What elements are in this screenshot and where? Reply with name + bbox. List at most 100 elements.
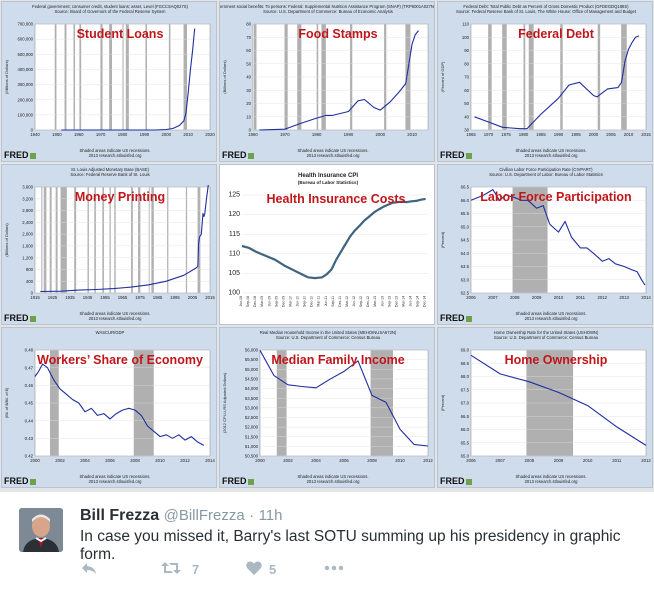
y-tick-label: 54,000 — [245, 386, 259, 391]
chart-svg: Real Median Household Income in the Unit… — [222, 330, 433, 484]
y-tick-label: 100 — [228, 290, 240, 297]
series-line — [40, 184, 209, 293]
y-tick-label: 70 — [464, 75, 469, 80]
chart-svg: Health Insurance CPI(Bureau of Labor Sta… — [220, 165, 434, 324]
chart-source-title: Home Ownership Rate for the United State… — [494, 330, 599, 335]
fred-logo-text: FRED — [222, 476, 247, 486]
x-tick-label: 2011 — [612, 458, 622, 463]
x-tick-label: 2013 — [619, 295, 629, 300]
x-tick-label: 2000 — [161, 132, 171, 137]
recession-band — [102, 187, 104, 293]
y-tick-label: 30 — [246, 88, 251, 93]
x-tick-label: Jun-12 — [352, 296, 356, 306]
recession-band — [49, 187, 52, 293]
fred-logo-text: FRED — [222, 150, 247, 160]
reply-button[interactable] — [80, 559, 100, 579]
y-tick-label: 67.0 — [461, 401, 470, 406]
chart-source-title: Federal Debt: Total Public Debt as Perce… — [463, 4, 629, 9]
x-tick-label: 1955 — [100, 295, 110, 300]
recession-band — [151, 187, 154, 293]
chart-panel: Government social benefits: To persons: … — [219, 1, 435, 162]
recession-band — [87, 187, 89, 293]
y-tick-label: 100 — [462, 35, 470, 40]
y-tick-label: 50 — [246, 61, 251, 66]
more-button[interactable] — [323, 559, 345, 579]
series-line — [259, 350, 429, 447]
x-tick-label: 2002 — [283, 458, 293, 463]
series-line — [470, 354, 647, 446]
x-tick-label: 2009 — [532, 295, 542, 300]
chart-source-title: WASCUR/GDP — [96, 330, 125, 335]
tweet-text: In case you missed it, Barry's last SOTU… — [80, 528, 621, 563]
author-handle[interactable]: @BillFrezza — [163, 507, 245, 524]
recession-band — [43, 187, 47, 293]
x-tick-label: 2010 — [407, 132, 417, 137]
recession-band — [55, 187, 58, 293]
recession-band — [54, 24, 57, 130]
y-tick-label: 66.5 — [461, 185, 470, 190]
chart-svg: Civilian Labor Force Participation Rate … — [440, 167, 651, 321]
more-icon — [324, 565, 344, 571]
x-tick-label: 2010 — [183, 132, 193, 137]
chart-svg: Home Ownership Rate for the United State… — [440, 330, 651, 484]
y-tick-label: 30 — [464, 128, 469, 133]
recession-band — [114, 187, 116, 293]
fred-logo-text: FRED — [4, 476, 29, 486]
avatar[interactable] — [19, 508, 63, 552]
y-tick-label: 65.5 — [461, 211, 470, 216]
recession-band — [64, 24, 67, 130]
series-line — [470, 189, 646, 286]
recession-band — [276, 350, 287, 456]
fred-logo: FRED — [440, 313, 472, 323]
recession-band — [185, 187, 188, 293]
x-tick-label: 2012 — [180, 458, 190, 463]
x-tick-label: Mar-11 — [317, 296, 321, 307]
series-line — [241, 197, 426, 280]
y-tick-label: 65.0 — [461, 454, 470, 459]
x-tick-label: 1950 — [52, 132, 62, 137]
x-tick-label: 2015 — [641, 132, 651, 137]
author-name[interactable]: Bill Frezza — [80, 507, 160, 524]
chart-footer-source: 2013 research.stlouisfed.org — [525, 316, 579, 321]
x-tick-label: 2011 — [576, 295, 586, 300]
y-tick-label: 110 — [229, 250, 240, 257]
recession-band — [94, 187, 96, 293]
y-tick-label: 40 — [464, 114, 469, 119]
y-tick-label: 63.5 — [461, 264, 470, 269]
x-tick-label: 2012 — [423, 458, 433, 463]
recession-band — [109, 187, 111, 293]
fred-logo-text: FRED — [440, 313, 465, 323]
chart-source-title: Health Insurance CPI — [298, 173, 358, 179]
x-tick-label: Jun-13 — [380, 296, 384, 306]
tweet-time[interactable]: 11h — [258, 507, 283, 524]
x-tick-label: Sep-08 — [246, 296, 250, 307]
x-tick-label: 2006 — [105, 458, 115, 463]
plot-area — [242, 195, 428, 293]
recession-band — [370, 350, 393, 456]
x-tick-label: Dec-10 — [310, 296, 314, 307]
x-tick-label: 1985 — [153, 295, 163, 300]
y-tick-label: 200,000 — [17, 97, 33, 102]
retweet-button[interactable]: 7 — [160, 559, 210, 579]
like-button[interactable]: 5 — [245, 559, 295, 579]
y-tick-label: 67.5 — [461, 387, 470, 392]
chart-panel: St. Louis Adjusted Monetary Base (BASE) S… — [1, 164, 217, 325]
chart-title: Health Insurance Costs — [267, 192, 406, 206]
recession-band — [41, 187, 43, 293]
x-tick-label: 2008 — [525, 458, 535, 463]
x-tick-label: 1990 — [554, 132, 564, 137]
x-tick-label: 1990 — [140, 132, 150, 137]
y-tick-label: 53,000 — [245, 405, 259, 410]
chart-source-title: Real Median Household Income in the Unit… — [260, 330, 397, 335]
chart-panel: Federal government; consumer credit, stu… — [1, 1, 217, 162]
y-tick-label: 0 — [249, 128, 252, 133]
chart-title: Student Loans — [77, 27, 164, 41]
y-tick-label: 2,400 — [22, 220, 33, 225]
fred-logo-mark — [465, 315, 472, 322]
x-tick-label: 2000 — [30, 458, 40, 463]
x-tick-label: 2005 — [606, 132, 616, 137]
y-tick-label: 65.5 — [461, 440, 470, 445]
y-tick-label: 1,200 — [22, 255, 33, 260]
y-tick-label: 52,000 — [245, 425, 259, 430]
x-tick-label: Dec-09 — [281, 296, 285, 307]
